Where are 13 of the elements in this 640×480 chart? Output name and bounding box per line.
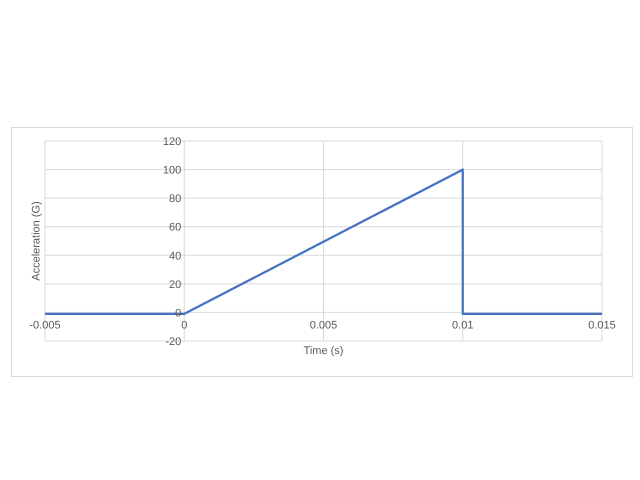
y-tick-label: 40 — [169, 250, 182, 262]
y-tick-label: 100 — [162, 164, 182, 177]
y-tick-label: -20 — [165, 336, 182, 348]
x-tick-label: 0.015 — [588, 319, 616, 332]
y-axis-title: Acceleration (G) — [30, 201, 42, 281]
x-tick-label: 0.005 — [310, 319, 338, 332]
y-tick-label: 20 — [169, 278, 182, 291]
y-tick-label: 80 — [169, 193, 182, 206]
x-tick-label: -0.005 — [29, 319, 61, 332]
x-tick-label: 0.01 — [452, 319, 474, 332]
y-tick-label: 60 — [169, 222, 182, 234]
y-tick-label: 120 — [162, 136, 182, 148]
x-axis-title: Time (s) — [304, 345, 344, 357]
